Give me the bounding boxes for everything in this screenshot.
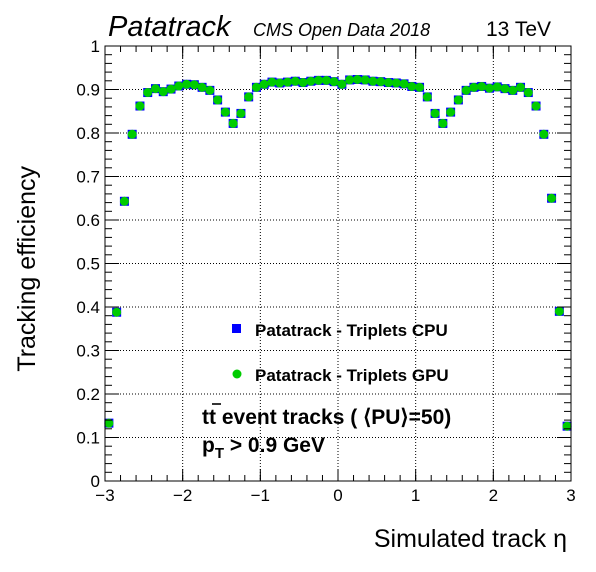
gpu-point: [251, 82, 261, 92]
y-tick-label: 0.9: [76, 81, 100, 100]
gpu-point: [112, 307, 122, 317]
legend: Patatrack - Triplets CPU Patatrack - Tri…: [232, 321, 449, 385]
gpu-point: [127, 129, 137, 139]
x-tick-label: 0: [333, 486, 342, 505]
gpu-point: [189, 80, 199, 90]
gpu-point: [135, 101, 145, 111]
gpu-point: [259, 79, 269, 89]
gpu-point: [228, 118, 238, 128]
gpu-point: [306, 76, 316, 86]
gpu-point: [415, 82, 425, 92]
gpu-point: [399, 79, 409, 89]
gpu-point: [236, 108, 246, 118]
gpu-point: [360, 75, 370, 85]
gpu-point: [104, 418, 114, 428]
data-points: [104, 74, 572, 431]
y-tick-label: 0.5: [76, 255, 100, 274]
gpu-point: [352, 74, 362, 84]
gpu-point: [267, 77, 277, 87]
gpu-point: [213, 95, 223, 105]
y-tick-label: 0.4: [76, 298, 100, 317]
gpu-point: [220, 107, 230, 117]
gpu-point: [150, 84, 160, 94]
x-tick-label: 3: [566, 486, 575, 505]
gpu-point: [321, 75, 331, 85]
gpu-point: [446, 107, 456, 117]
gpu-point: [298, 78, 308, 88]
gpu-point: [205, 85, 215, 95]
gpu-point: [422, 92, 432, 102]
x-tick-label: −1: [251, 486, 270, 505]
x-axis-title: Simulated track η: [374, 525, 567, 553]
x-tick-label: 1: [411, 486, 420, 505]
annotation: tt event tracks ( ⟨PU⟩=50) pT > 0.9 GeV: [202, 403, 451, 462]
gpu-point: [554, 306, 564, 316]
gpu-point: [383, 78, 393, 88]
header-energy: 13 TeV: [486, 18, 551, 41]
gpu-point: [391, 78, 401, 88]
annotation-line2: pT > 0.9 GeV: [202, 434, 325, 462]
gpu-point: [484, 83, 494, 93]
gpu-point: [376, 77, 386, 87]
x-tick-label: −3: [95, 486, 114, 505]
y-tick-label: 0.1: [76, 429, 100, 448]
header-subtitle: CMS Open Data 2018: [253, 20, 430, 40]
gpu-point: [430, 108, 440, 118]
gpu-point: [244, 92, 254, 102]
x-tick-label: −2: [173, 486, 192, 505]
gpu-point: [562, 421, 572, 431]
gpu-point: [539, 129, 549, 139]
gpu-point: [283, 77, 293, 87]
legend-label-cpu: Patatrack - Triplets CPU: [255, 321, 448, 340]
axis-ticks: [104, 45, 572, 482]
gpu-point: [345, 75, 355, 85]
axis-tick-labels: −3 −2 −1 0 1 2 3 0 0.1 0.2 0.3 0.4 0.5 0.6 0.7 0.8 0.9 1: [76, 37, 575, 505]
gpu-point: [492, 82, 502, 92]
y-tick-label: 0.2: [76, 385, 100, 404]
y-tick-label: 0.3: [76, 342, 100, 361]
gpu-point: [547, 193, 557, 203]
y-tick-label: 1: [91, 37, 100, 56]
x-tick-label: 2: [489, 486, 498, 505]
gpu-point: [158, 87, 168, 97]
gpu-point: [182, 79, 192, 89]
gpu-point: [197, 82, 207, 92]
gpu-point: [500, 84, 510, 94]
gpu-point: [407, 81, 417, 91]
y-tick-label: 0.8: [76, 124, 100, 143]
y-axis-title: Tracking efficiency: [13, 166, 41, 372]
gpu-point: [477, 81, 487, 91]
y-tick-label: 0.7: [76, 168, 100, 187]
gpu-point: [461, 85, 471, 95]
gpu-point: [337, 79, 347, 89]
legend-marker-cpu: [232, 324, 241, 333]
annotation-line1: tt event tracks ( ⟨PU⟩=50): [202, 406, 451, 429]
gpu-point: [453, 95, 463, 105]
gpu-point: [174, 81, 184, 91]
gpu-point: [314, 75, 324, 85]
grid-lines: [105, 46, 571, 481]
gpu-point: [119, 196, 129, 206]
y-tick-label: 0: [91, 472, 100, 491]
gpu-point: [531, 101, 541, 111]
gpu-point: [523, 88, 533, 98]
gpu-point: [368, 76, 378, 86]
gpu-point: [275, 78, 285, 88]
legend-label-gpu: Patatrack - Triplets GPU: [255, 366, 449, 385]
gpu-point: [329, 77, 339, 87]
gpu-point: [438, 118, 448, 128]
gpu-point: [166, 84, 176, 94]
gpu-point: [508, 85, 518, 95]
gpu-point: [290, 76, 300, 86]
legend-marker-gpu: [232, 369, 242, 379]
gpu-point: [143, 88, 153, 98]
gpu-point: [516, 82, 526, 92]
gpu-point: [469, 82, 479, 92]
header-title: Patatrack: [108, 11, 232, 43]
y-tick-label: 0.6: [76, 211, 100, 230]
